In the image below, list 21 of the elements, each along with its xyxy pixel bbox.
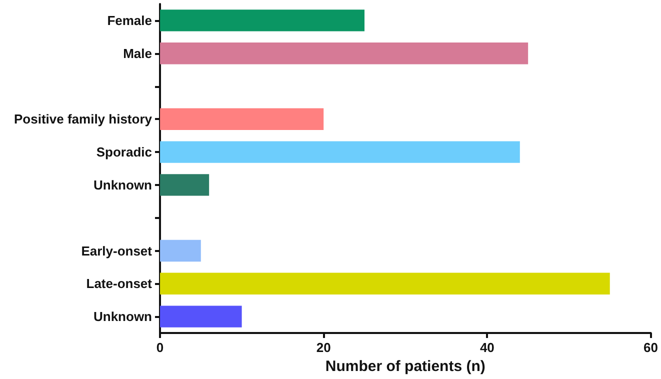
bar bbox=[160, 306, 242, 328]
y-tick-label: Sporadic bbox=[96, 144, 152, 160]
y-tick-label: Unknown bbox=[94, 309, 152, 324]
bar bbox=[160, 174, 210, 196]
y-tick-label: Positive family history bbox=[14, 112, 153, 127]
x-tick-label: 0 bbox=[156, 340, 164, 355]
y-tick-label: Early-onset bbox=[81, 243, 153, 258]
y-tick-label: Male bbox=[123, 46, 152, 61]
bar bbox=[160, 141, 520, 163]
bar bbox=[160, 108, 324, 130]
x-tick-label: 20 bbox=[316, 340, 331, 355]
bar bbox=[160, 240, 201, 262]
y-tick-label: Female bbox=[107, 12, 152, 28]
bar bbox=[160, 10, 364, 32]
y-tick-label: Unknown bbox=[94, 177, 152, 192]
bar bbox=[160, 272, 610, 295]
x-tick-label: 60 bbox=[644, 340, 658, 355]
x-tick-label: 40 bbox=[480, 340, 494, 355]
y-tick-label: Late-onset bbox=[86, 276, 153, 292]
x-axis-title: Number of patients (n) bbox=[325, 358, 486, 375]
bar bbox=[160, 42, 528, 64]
